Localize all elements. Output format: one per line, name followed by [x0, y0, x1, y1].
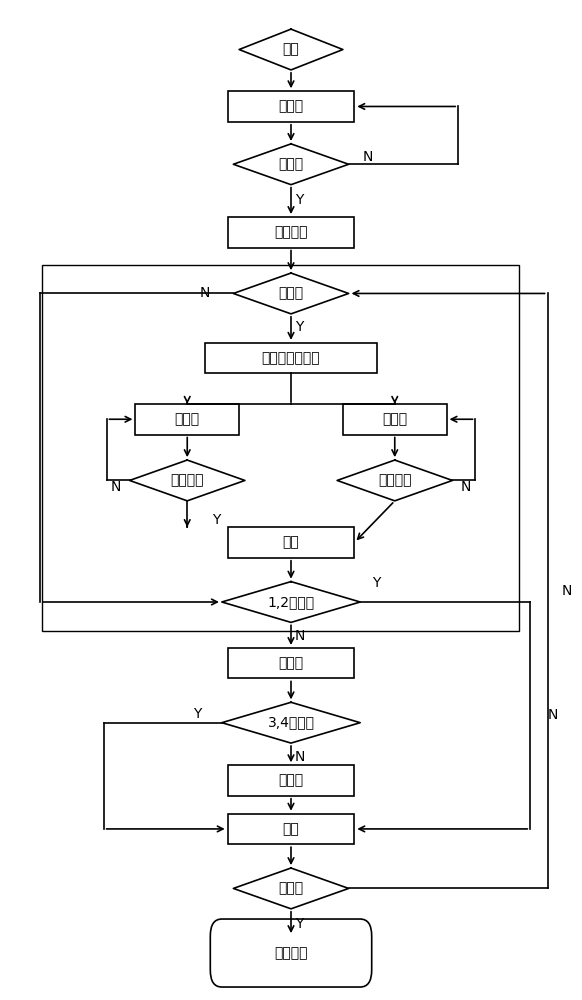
Text: Y: Y — [296, 193, 304, 207]
Text: 俰仰转: 俰仰转 — [278, 773, 304, 787]
Text: 水平转: 水平转 — [278, 656, 304, 670]
Text: 停止: 停止 — [283, 535, 299, 549]
Text: Y: Y — [212, 513, 220, 527]
Text: 1,2号等？: 1,2号等？ — [268, 595, 314, 609]
FancyBboxPatch shape — [228, 765, 354, 796]
Text: 计算角度发指令: 计算角度发指令 — [262, 351, 320, 365]
Text: 俰仰转: 俰仰转 — [382, 412, 407, 426]
FancyBboxPatch shape — [228, 648, 354, 678]
Text: N: N — [363, 150, 374, 164]
Text: 日出？: 日出？ — [278, 157, 304, 171]
Text: Y: Y — [193, 707, 201, 721]
Text: 水平转: 水平转 — [175, 412, 200, 426]
Text: N: N — [200, 286, 210, 300]
Text: N: N — [461, 480, 471, 494]
Text: Y: Y — [296, 320, 304, 334]
Text: N: N — [294, 629, 305, 643]
FancyBboxPatch shape — [204, 343, 378, 373]
Text: 整点？: 整点？ — [278, 286, 304, 300]
Text: 俰仰到？: 俰仰到？ — [378, 473, 411, 487]
Text: 日落？: 日落？ — [278, 881, 304, 895]
Text: 开始跟踪: 开始跟踪 — [274, 225, 308, 239]
FancyBboxPatch shape — [228, 217, 354, 248]
Text: N: N — [294, 750, 305, 764]
FancyBboxPatch shape — [228, 91, 354, 122]
Text: 开始: 开始 — [283, 43, 299, 57]
Text: Y: Y — [296, 917, 304, 931]
FancyBboxPatch shape — [210, 919, 372, 987]
Text: N: N — [111, 480, 121, 494]
FancyBboxPatch shape — [228, 527, 354, 558]
FancyBboxPatch shape — [228, 814, 354, 844]
Text: N: N — [562, 584, 572, 598]
Text: 结束复位: 结束复位 — [274, 946, 308, 960]
Text: 停止: 停止 — [283, 822, 299, 836]
Text: N: N — [548, 708, 558, 722]
FancyBboxPatch shape — [343, 404, 446, 435]
Text: 初始化: 初始化 — [278, 99, 304, 113]
Text: 3,4号等？: 3,4号等？ — [268, 716, 314, 730]
Text: Y: Y — [372, 576, 380, 590]
Text: 水平到？: 水平到？ — [171, 473, 204, 487]
FancyBboxPatch shape — [136, 404, 239, 435]
